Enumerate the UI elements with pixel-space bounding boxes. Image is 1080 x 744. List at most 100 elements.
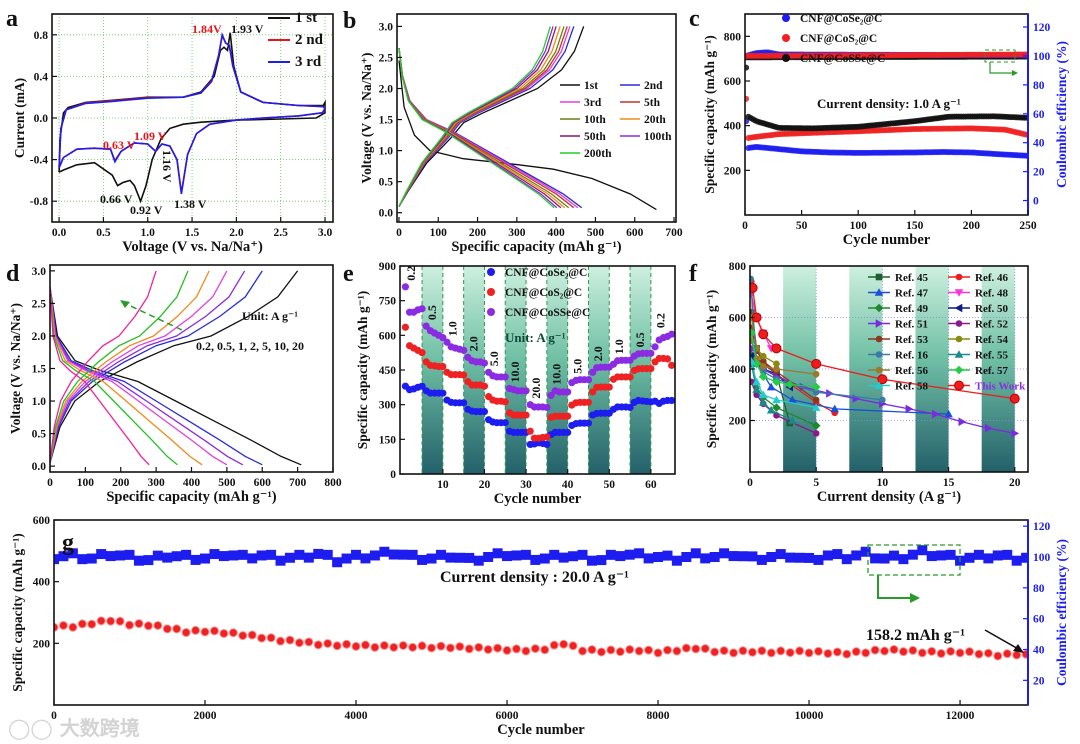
data-point bbox=[543, 433, 551, 441]
x-tick-label: 100 bbox=[850, 220, 868, 232]
charge-curve-5 bbox=[50, 270, 210, 464]
y2-tick-label: 100 bbox=[1033, 51, 1051, 63]
capacity-point bbox=[464, 644, 474, 654]
axes-frame bbox=[53, 519, 1029, 706]
panel-letter: g bbox=[62, 530, 74, 556]
capacity-point bbox=[483, 645, 493, 654]
capacity-point bbox=[530, 644, 540, 654]
data-point bbox=[589, 368, 597, 376]
rate-label: 2.0 bbox=[466, 336, 480, 351]
x-tick-label: 0 bbox=[396, 227, 402, 239]
ce-point bbox=[898, 554, 909, 565]
data-point bbox=[788, 416, 797, 424]
data-point bbox=[877, 374, 888, 385]
y-tick-label: 200 bbox=[729, 416, 747, 428]
capacity-point bbox=[370, 642, 380, 652]
capacity-point bbox=[615, 647, 625, 657]
zoom-box bbox=[867, 544, 961, 576]
ce-point bbox=[181, 549, 192, 560]
capacity-point bbox=[578, 646, 588, 656]
ce-point bbox=[888, 550, 899, 561]
data-point bbox=[668, 330, 675, 338]
y2-tick-label: 120 bbox=[1033, 521, 1051, 533]
data-point bbox=[501, 419, 509, 427]
y2-tick-label: 80 bbox=[1033, 80, 1045, 92]
capacity-point bbox=[738, 646, 748, 656]
arrow-line bbox=[877, 575, 910, 599]
y-tick-label: 900 bbox=[379, 261, 397, 273]
capacity-point bbox=[889, 645, 899, 654]
data-point bbox=[564, 388, 572, 396]
panel-b: 0 100 200 300 400 500 600 700 0.0 0.5 1.0 1.5 2.0 2.5… bbox=[343, 8, 683, 255]
capacity-point bbox=[285, 635, 295, 645]
legend-marker bbox=[875, 335, 883, 343]
ce-point bbox=[86, 553, 97, 564]
x-tick-label: 10 bbox=[877, 477, 889, 489]
data-point bbox=[750, 282, 758, 293]
legend-marker bbox=[487, 288, 495, 296]
legend-label: 2 nd bbox=[295, 32, 324, 48]
data-point bbox=[879, 396, 886, 404]
capacity-point bbox=[993, 651, 1003, 661]
panel-letter: a bbox=[6, 6, 18, 32]
capacity-point bbox=[587, 645, 597, 655]
capacity-point bbox=[521, 646, 531, 656]
capacity-point bbox=[898, 647, 908, 657]
capacity-point bbox=[502, 645, 512, 655]
ce-point bbox=[58, 551, 69, 562]
legend-marker bbox=[955, 335, 963, 343]
ce-point bbox=[870, 553, 881, 564]
panel-d: 0 100 200 300 400 500 600 700 800 0.0 0.5 1.0 1.5 2.0… bbox=[6, 261, 342, 505]
capacity-point bbox=[323, 638, 333, 648]
y2-tick-label: 20 bbox=[1033, 675, 1045, 687]
ce-point bbox=[351, 549, 362, 560]
y-axis-label: Specific capacity (mAh g⁻¹) bbox=[704, 290, 719, 449]
x-tick-label: 2.0 bbox=[229, 227, 244, 239]
data-point bbox=[812, 396, 820, 404]
legend-marker bbox=[487, 308, 495, 316]
data-point bbox=[772, 403, 781, 412]
rate-label: 0.5 bbox=[425, 305, 439, 320]
legend-label: 100th bbox=[644, 131, 672, 143]
ce-point bbox=[256, 550, 267, 561]
legend-label: Ref. 50 bbox=[975, 303, 1008, 315]
y-axis-label: Specific capacity (mAh g⁻¹) bbox=[702, 35, 717, 194]
legend-label: 3 rd bbox=[295, 54, 322, 70]
capacity-point bbox=[842, 649, 852, 659]
y-tick-label: 0.4 bbox=[34, 71, 49, 83]
ce-point bbox=[473, 555, 484, 566]
charge-curve-1 bbox=[50, 270, 246, 464]
plot-area bbox=[745, 49, 1028, 159]
data-point bbox=[759, 357, 767, 365]
data-point bbox=[772, 395, 781, 404]
ce-point bbox=[284, 552, 295, 563]
x-axis-label: Specific capacity (mAh g⁻¹) bbox=[106, 489, 276, 505]
data-point bbox=[1009, 393, 1020, 404]
legend-marker bbox=[875, 366, 883, 374]
data-point bbox=[811, 358, 822, 369]
data-point bbox=[422, 322, 430, 330]
ce-point bbox=[756, 554, 767, 565]
data-point bbox=[785, 380, 795, 389]
data-point bbox=[752, 359, 761, 369]
legend-label: 200th bbox=[584, 148, 612, 160]
capacity-point bbox=[549, 640, 559, 650]
capacity-point bbox=[153, 620, 163, 630]
x-axis-label: Cycle number bbox=[497, 722, 585, 738]
capacity-point bbox=[389, 642, 399, 652]
ce-point bbox=[133, 555, 144, 566]
capacity-point bbox=[511, 644, 521, 654]
ce-point bbox=[228, 550, 239, 561]
ce-point bbox=[653, 552, 664, 562]
ce-point bbox=[341, 553, 352, 564]
legend-marker bbox=[954, 350, 964, 358]
y-tick-label: 0.0 bbox=[32, 461, 47, 473]
legend-label: This Work bbox=[975, 381, 1026, 393]
axes-frame bbox=[49, 264, 334, 473]
y-tick-label: 3.0 bbox=[379, 21, 394, 33]
capacity-point bbox=[162, 624, 172, 634]
capacity-point bbox=[200, 627, 210, 637]
x-tick-label: 400 bbox=[548, 227, 566, 239]
data-point bbox=[626, 373, 634, 381]
